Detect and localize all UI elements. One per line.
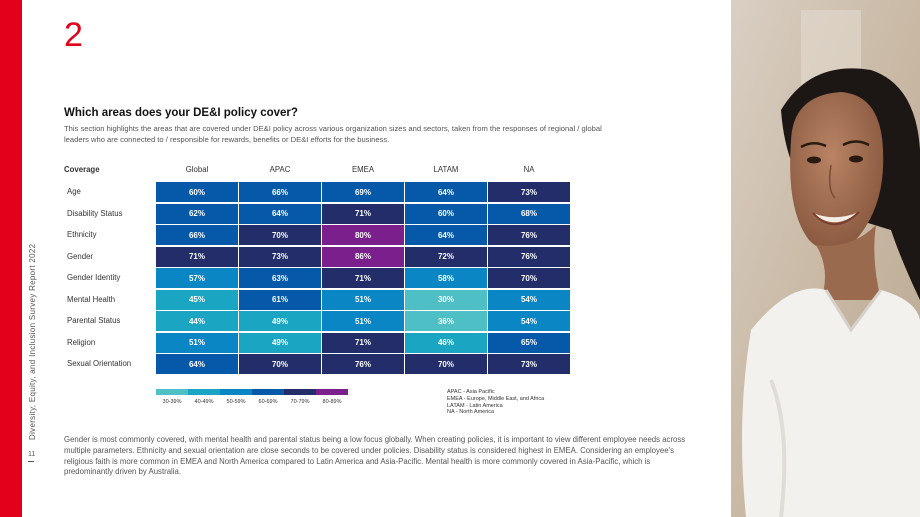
- section-number: 2: [64, 16, 83, 54]
- table-cell: 61%: [239, 289, 321, 310]
- legend-label: 80-89%: [322, 399, 342, 405]
- row-label: Disability Status: [67, 208, 123, 218]
- row-label: Mental Health: [67, 294, 116, 304]
- table-cell: 54%: [488, 311, 570, 331]
- table-cell: 76%: [488, 246, 570, 267]
- table-cell: 45%: [156, 289, 238, 310]
- legend-swatch: [156, 389, 188, 395]
- table-cell: 46%: [405, 332, 487, 353]
- table-row: Age 60% 66% 69% 64% 73%: [64, 182, 574, 202]
- summary-text: Gender is most commonly covered, with me…: [64, 435, 686, 477]
- table-cell: 70%: [405, 354, 487, 374]
- table-cell: 51%: [156, 332, 238, 353]
- table-cell: 73%: [488, 182, 570, 202]
- table-cell: 64%: [156, 354, 238, 374]
- table-cell: 66%: [239, 182, 321, 202]
- table-cell: 76%: [322, 354, 404, 374]
- table-cell: 69%: [322, 182, 404, 202]
- intro-text: This section highlights the areas that a…: [64, 124, 602, 144]
- legend-swatch: [220, 389, 252, 395]
- table-cell: 73%: [488, 354, 570, 374]
- legend-swatch: [284, 389, 316, 395]
- table-cell: 71%: [322, 268, 404, 288]
- row-label: Religion: [67, 337, 96, 347]
- row-label: Gender Identity: [67, 273, 121, 282]
- table-cell: 44%: [156, 311, 238, 331]
- woman-portrait-image: [731, 0, 920, 517]
- table-cell: 51%: [322, 311, 404, 331]
- legend-label: 50-59%: [226, 399, 246, 405]
- column-header-global: Global: [185, 165, 209, 174]
- table-cell: 86%: [322, 246, 404, 267]
- table-cell: 36%: [405, 311, 487, 331]
- page-number: 11: [28, 451, 36, 458]
- table-cell: 58%: [405, 268, 487, 288]
- table-cell: 71%: [322, 332, 404, 353]
- page-number-rule: [28, 461, 34, 462]
- column-header-coverage: Coverage: [64, 165, 100, 174]
- table-cell: 62%: [156, 203, 238, 224]
- table-row: Religion 51% 49% 71% 46% 65%: [64, 332, 574, 353]
- abbreviation-na: NA - North America: [447, 409, 495, 416]
- table-row: Gender 71% 73% 86% 72% 76%: [64, 246, 574, 267]
- region-abbreviations: APAC - Asia Pacific EMEA - Europe, Middl…: [447, 389, 544, 416]
- table-cell: 57%: [156, 268, 238, 288]
- legend-swatch: [252, 389, 284, 395]
- table-cell: 80%: [322, 225, 404, 245]
- table-cell: 65%: [488, 332, 570, 353]
- legend-swatch: [188, 389, 220, 395]
- table-row: Mental Health 45% 61% 51% 30% 54%: [64, 289, 574, 310]
- report-title-vertical: Diversity, Equity, and Inclusion Survey …: [28, 243, 37, 440]
- row-label: Age: [67, 187, 81, 196]
- table-cell: 64%: [239, 203, 321, 224]
- column-header-apac: APAC: [269, 165, 291, 174]
- abbreviation-latam: LATAM - Latin America: [447, 402, 503, 409]
- row-label: Gender: [67, 251, 94, 261]
- legend-label: 30-39%: [162, 399, 182, 405]
- row-label: Sexual Orientation: [67, 359, 132, 368]
- table-cell: 66%: [156, 225, 238, 245]
- table-cell: 49%: [239, 332, 321, 353]
- table-cell: 64%: [405, 182, 487, 202]
- legend-swatch: [316, 389, 348, 395]
- table-cell: 64%: [405, 225, 487, 245]
- table-cell: 60%: [405, 203, 487, 224]
- table-cell: 70%: [239, 354, 321, 374]
- table-row: Ethnicity 66% 70% 80% 64% 76%: [64, 225, 574, 245]
- table-cell: 49%: [239, 311, 321, 331]
- table-cell: 71%: [156, 246, 238, 267]
- table-cell: 70%: [239, 225, 321, 245]
- table-row: Disability Status 62% 64% 71% 60% 68%: [64, 203, 574, 224]
- table-row: Sexual Orientation 64% 70% 76% 70% 73%: [64, 354, 574, 374]
- abbreviation-apac: APAC - Asia Pacific: [447, 389, 495, 395]
- row-label: Ethnicity: [67, 230, 97, 239]
- table-cell: 73%: [239, 246, 321, 267]
- table-cell: 30%: [405, 289, 487, 310]
- table-cell: 60%: [156, 182, 238, 202]
- table-row: Parental Status 44% 49% 51% 36% 54%: [64, 311, 574, 331]
- column-header-na: NA: [523, 165, 535, 174]
- abbreviation-emea: EMEA - Europe, Middle East, and Africa: [447, 395, 545, 402]
- legend-label: 60-69%: [258, 399, 278, 405]
- table-cell: 76%: [488, 225, 570, 245]
- table-cell: 72%: [405, 246, 487, 267]
- legend-label: 70-79%: [290, 399, 310, 405]
- table-header: Coverage Global APAC EMEA LATAM NA: [64, 165, 574, 177]
- table-cell: 70%: [488, 268, 570, 288]
- table-cell: 71%: [322, 203, 404, 224]
- table-cell: 68%: [488, 203, 570, 224]
- legend-label: 40-49%: [194, 399, 214, 405]
- table-cell: 51%: [322, 289, 404, 310]
- table-row: Gender Identity 57% 63% 71% 58% 70%: [64, 268, 574, 288]
- accent-bar: [0, 0, 22, 517]
- table-cell: 54%: [488, 289, 570, 310]
- column-header-emea: EMEA: [351, 165, 375, 174]
- page-title: Which areas does your DE&I policy cover?: [64, 107, 298, 119]
- table-cell: 63%: [239, 268, 321, 288]
- column-header-latam: LATAM: [433, 165, 459, 174]
- row-label: Parental Status: [67, 316, 121, 325]
